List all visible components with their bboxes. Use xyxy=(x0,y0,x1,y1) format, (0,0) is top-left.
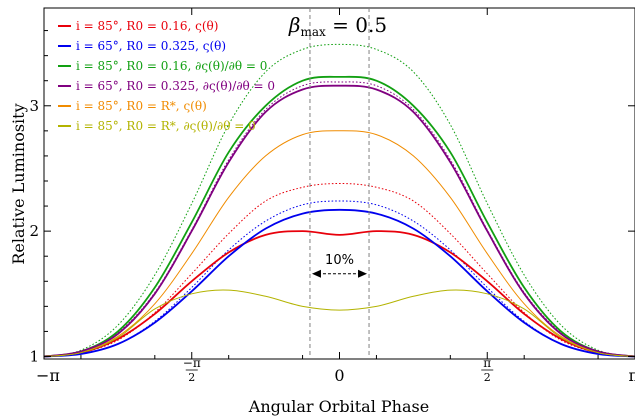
series-line-3 xyxy=(43,75,635,358)
series-line-5 xyxy=(43,130,635,357)
y-tick-label-1: 1 xyxy=(29,347,39,365)
y-tick-label-3: 3 xyxy=(29,97,39,115)
x-tick-label-3: 0 xyxy=(334,366,344,385)
series-line-4 xyxy=(43,84,635,358)
legend-entry-1: i = 85°, R0 = 0.16, ς(θ) xyxy=(76,19,218,33)
x-axis-label: Angular Orbital Phase xyxy=(248,397,429,416)
series-line-1 xyxy=(43,230,635,358)
legend-entry-5: i = 85°, R0 = R*, ς(θ) xyxy=(76,99,207,113)
annotation-arrowhead-right xyxy=(358,269,368,278)
series-line-10-dotted xyxy=(43,200,635,357)
x-tick-label-2: −π 2 xyxy=(183,356,201,384)
series-line-2 xyxy=(43,208,635,358)
axis-ticks: −π −π 2 0 π 2 π 1 2 3 xyxy=(29,8,635,385)
series-line-6 xyxy=(43,289,635,357)
width-annotation: 10% xyxy=(309,8,370,359)
x-tick-label-5: π xyxy=(628,366,635,385)
annotation-label: 10% xyxy=(325,253,354,268)
series-lines xyxy=(43,43,635,358)
legend-entry-4: i = 65°, R0 = 0.325, ∂ς(θ)/∂θ = 0 xyxy=(76,79,275,93)
series-line-7-dotted xyxy=(43,43,635,357)
y-tick-label-2: 2 xyxy=(29,222,39,240)
legend-entry-2: i = 65°, R0 = 0.325, ς(θ) xyxy=(76,39,226,53)
y-axis-label: Relative Luminosity xyxy=(9,103,28,264)
annotation-arrowhead-left xyxy=(311,269,321,278)
legend-entry-3: i = 85°, R0 = 0.16, ∂ς(θ)/∂θ = 0 xyxy=(76,59,267,73)
legend-entry-6: i = 85°, R0 = R*, ∂ς(θ)/∂θ = 0 xyxy=(76,119,256,133)
legend: i = 85°, R0 = 0.16, ς(θ) i = 65°, R0 = 0.… xyxy=(58,19,275,133)
chart-title: βmax = 0.5 xyxy=(288,13,387,39)
x-tick-label-1: −π xyxy=(36,366,60,385)
